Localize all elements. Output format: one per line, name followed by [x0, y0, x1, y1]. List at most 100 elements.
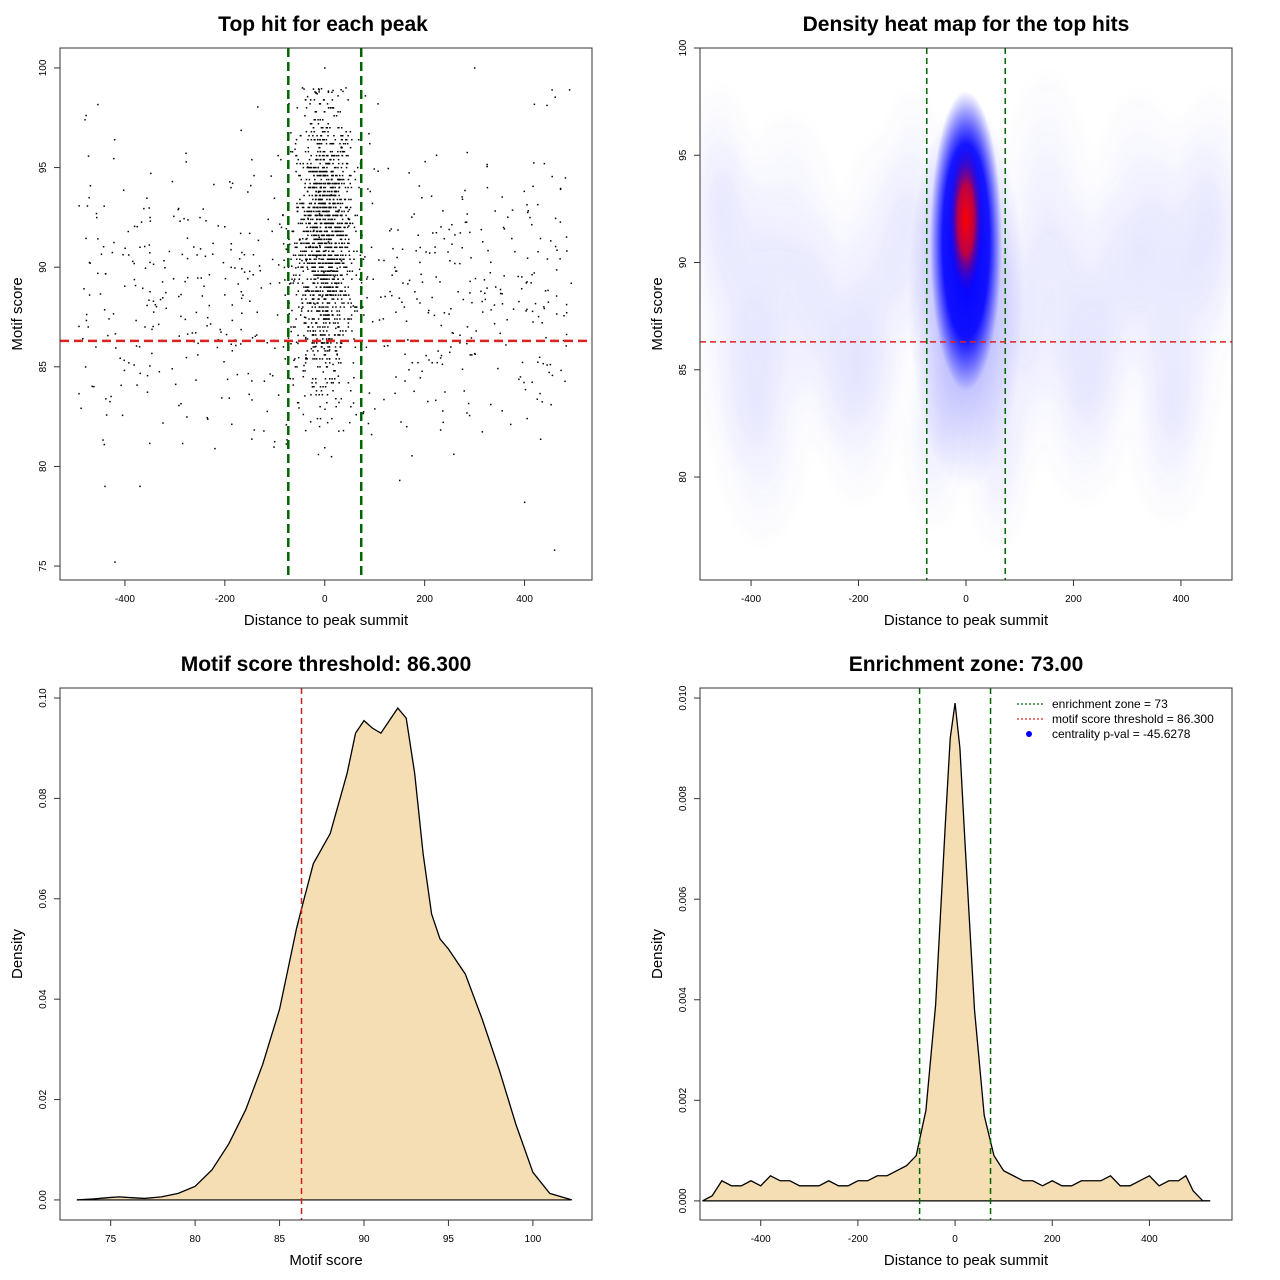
- scatter-point: [201, 295, 204, 297]
- scatter-point: [313, 182, 315, 185]
- heatmap-panel: Density heat map for the top hits -400 -2…: [649, 13, 1233, 629]
- scatter-point: [271, 230, 273, 233]
- scatter-point: [285, 424, 288, 426]
- scatter-point: [326, 210, 328, 213]
- scatter-point: [401, 248, 404, 251]
- scatter-point: [421, 197, 423, 199]
- scatter-point: [302, 413, 305, 416]
- scatter-point: [295, 274, 297, 276]
- scatter-point: [526, 281, 528, 283]
- scatter-point: [105, 414, 108, 416]
- y-tick-label: 0.00: [38, 1190, 49, 1210]
- scatter-point: [526, 204, 528, 206]
- scatter-point: [305, 322, 307, 324]
- scatter-point: [346, 242, 349, 245]
- scatter-point: [481, 311, 484, 313]
- scatter-point: [333, 278, 335, 280]
- scatter-point: [314, 306, 317, 308]
- scatter-point: [319, 198, 321, 201]
- scatter-point: [341, 262, 344, 264]
- scatter-point: [318, 266, 321, 268]
- scatter-point: [333, 275, 336, 278]
- scatter-point: [326, 294, 329, 296]
- scatter-point: [307, 146, 309, 149]
- scatter-point: [302, 218, 304, 221]
- scatter-point: [302, 162, 304, 165]
- scatter-point: [312, 266, 314, 268]
- scatter-point: [339, 150, 342, 153]
- scatter-point: [334, 318, 336, 320]
- scatter-point: [314, 238, 317, 241]
- scatter-point: [346, 142, 349, 145]
- scatter-point: [333, 378, 336, 380]
- scatter-point: [334, 270, 336, 272]
- scatter-point: [316, 417, 319, 420]
- scatter-point: [439, 429, 442, 431]
- scatter-point: [464, 189, 466, 192]
- scatter-point: [377, 103, 379, 105]
- scatter-point: [336, 226, 339, 229]
- scatter-point: [481, 431, 484, 433]
- scatter-point: [338, 401, 340, 404]
- panel-3-title: Motif score threshold: 86.300: [181, 653, 472, 676]
- scatter-point: [330, 258, 333, 261]
- scatter-point: [323, 230, 326, 233]
- scatter-point: [328, 254, 330, 257]
- scatter-point: [318, 146, 321, 149]
- scatter-point: [322, 274, 324, 276]
- legend-pval-label: centrality p-val = -45.6278: [1052, 727, 1191, 741]
- distance-density-panel: Enrichment zone: 73.00 -400 -200 0 200 400 0…: [649, 653, 1233, 1269]
- scatter-point: [308, 194, 311, 197]
- scatter-point: [303, 210, 306, 213]
- scatter-point: [197, 277, 199, 279]
- scatter-point: [333, 218, 336, 221]
- scatter-point: [231, 423, 233, 426]
- scatter-point: [311, 326, 314, 328]
- x-tick-label: -200: [848, 1234, 868, 1245]
- scatter-point: [318, 89, 321, 91]
- scatter-point: [344, 246, 346, 249]
- scatter-point: [329, 246, 332, 249]
- scatter-point: [327, 286, 330, 288]
- scatter-point: [135, 319, 137, 322]
- scatter-point: [315, 198, 317, 201]
- scatter-point: [344, 254, 347, 257]
- scatter-point: [366, 278, 368, 280]
- scatter-point: [312, 230, 315, 233]
- scatter-point: [258, 265, 261, 267]
- scatter-point: [355, 413, 357, 416]
- scatter-point: [141, 287, 144, 290]
- scatter-point: [253, 429, 256, 431]
- scatter-point: [328, 278, 330, 280]
- scatter-point: [311, 250, 313, 253]
- scatter-point: [353, 258, 355, 261]
- scatter-point: [341, 222, 344, 225]
- scatter-point: [328, 222, 330, 225]
- scatter-point: [336, 354, 339, 356]
- scatter-point: [309, 103, 311, 105]
- scatter-point: [224, 294, 226, 296]
- scatter-point: [341, 162, 344, 165]
- scatter-point: [301, 87, 304, 89]
- scatter-point: [310, 130, 313, 133]
- scatter-point: [447, 251, 449, 253]
- scatter-point: [331, 222, 334, 225]
- scatter-point: [331, 218, 334, 221]
- scatter-point: [451, 243, 453, 245]
- scatter-point: [180, 293, 182, 296]
- scatter-point: [267, 218, 270, 221]
- scatter-point: [342, 142, 345, 145]
- scatter-point: [345, 294, 348, 296]
- scatter-point: [321, 170, 323, 173]
- scatter-point: [431, 296, 433, 299]
- scatter-point: [89, 185, 92, 187]
- scatter-point: [240, 297, 243, 300]
- scatter-point: [309, 123, 312, 125]
- scatter-point: [299, 174, 301, 177]
- scatter-point: [509, 423, 512, 426]
- scatter-point: [322, 342, 324, 344]
- scatter-point: [457, 291, 459, 293]
- scatter-point: [293, 359, 295, 362]
- scatter-point: [312, 350, 314, 352]
